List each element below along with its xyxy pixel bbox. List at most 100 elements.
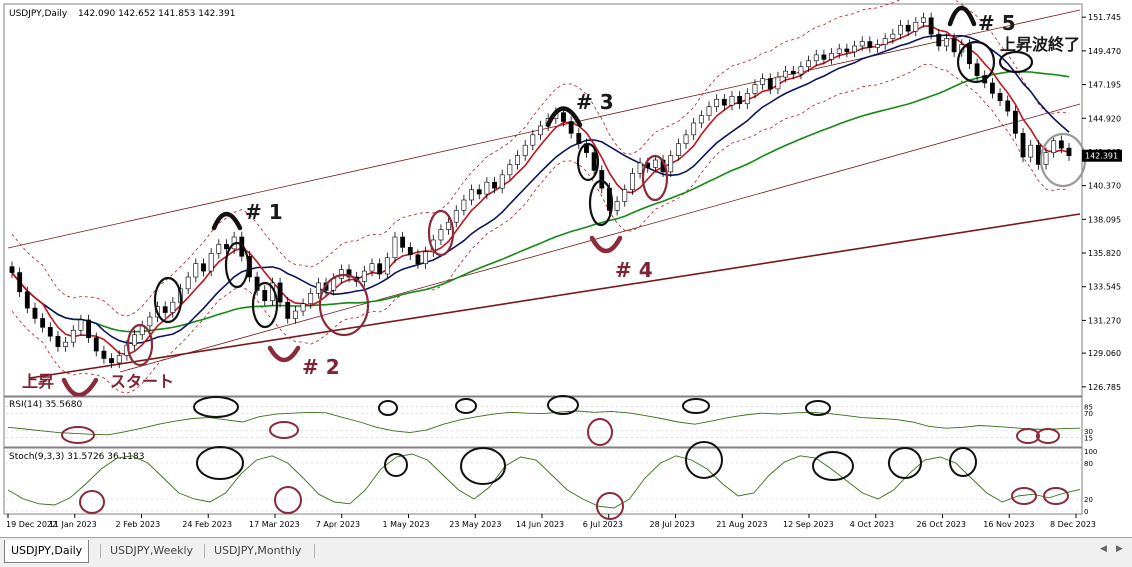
wave-3-peak-arc [545,106,583,128]
candle-body [967,44,972,65]
candle-body [859,41,865,47]
candle-body [538,125,543,136]
stoch-marker-circle [949,447,977,477]
price-axis-label: 138.095 [1088,215,1121,224]
candle-body [767,78,773,90]
candle-body [829,53,834,60]
candle-body [591,152,597,171]
rsi-panel-frame [3,396,1083,448]
candle-body [1028,144,1034,158]
candle-body [798,66,804,75]
candle-body [775,76,781,90]
date-axis-label: 4 Oct 2023 [850,520,894,529]
price-axis-label: 147.195 [1088,81,1121,90]
rsi-marker-circle [682,398,710,414]
candle-body [476,189,482,195]
candle-body [377,263,383,275]
wave-4-trough-arc [589,235,623,254]
price-axis: 151.745149.470147.195144.920142.645140.3… [1082,13,1122,392]
chart-tab-bar: USDJPY,Daily USDJPY,Weekly USDJPY,Monthl… [0,537,1132,567]
candle-body [515,155,520,165]
candle-body [63,341,69,347]
candle-body [875,44,880,48]
ohlc-header: 142.090 142.652 141.853 142.391 [78,9,235,19]
candle-body [285,301,291,319]
tab-usdjpy-daily[interactable]: USDJPY,Daily [4,540,90,563]
tab-separator [314,544,315,558]
triangle-left-icon[interactable]: ◀ [1100,544,1107,554]
date-axis-label: 1 May 2023 [383,520,430,529]
stoch-marker-circle [596,492,624,520]
candle-body [652,159,658,168]
candle-body [744,93,750,105]
candle-body [721,98,727,106]
wave-2-trough-arc [267,345,301,363]
candle-body [1051,140,1057,153]
candle-body [308,292,314,304]
candle-body [361,270,367,282]
tab-usdjpy-monthly[interactable]: USDJPY,Monthly [214,544,302,557]
date-axis-label: 17 Mar 2023 [249,520,300,529]
candle-body [974,63,980,76]
candle-body [86,319,92,339]
chart-area[interactable]: USDJPY,Daily 142.090 142.652 141.853 142… [0,0,1132,537]
candle-body [423,251,429,264]
stoch-marker-circle [384,453,408,477]
candle-body [70,330,76,343]
candle-body [216,244,222,254]
rsi-level-label: 15 [1084,434,1093,442]
candle-body [813,54,819,62]
candle-body [392,236,398,259]
triangle-right-icon[interactable]: ▶ [1116,544,1123,554]
candle-body [921,17,926,23]
candle-body [32,307,38,319]
candle-body [93,337,99,352]
rsi-marker-circle [1016,428,1040,444]
candle-body [109,358,114,364]
price-panel-frame [3,3,1083,397]
rsi-marker-circle [193,396,239,418]
rsi-level-label: 85 [1084,404,1093,412]
wave-end-label: 上昇波終了 [1000,35,1080,54]
date-axis-label: 7 Apr 2023 [316,520,360,529]
price-axis-label: 129.060 [1088,349,1121,358]
price-axis-label: 126.785 [1088,383,1121,392]
candle-body [928,17,934,35]
candle-body [760,78,766,85]
price-axis-label: 151.745 [1088,13,1121,22]
candle-body [438,229,444,241]
current-price-label: 142.391 [1085,152,1118,161]
candle-body [484,181,490,195]
candle-body [1012,110,1018,134]
candle-body [561,112,566,122]
price-axis-label: 149.470 [1088,47,1121,56]
price-axis-label: 140.370 [1088,182,1121,191]
candle-body [384,257,390,275]
rsi-marker-circle [455,398,477,414]
tab-usdjpy-weekly[interactable]: USDJPY,Weekly [110,544,194,557]
candle-body [1035,144,1041,165]
candle-body [737,96,743,105]
wave-4-label: # 4 [615,258,653,282]
wave-marker-circle [427,209,455,257]
candle-body [469,189,474,201]
wave-marker-circle [126,323,154,367]
wave-3-label: # 3 [576,90,614,114]
candle-body [47,327,53,337]
candle-body [867,41,873,48]
candle-body [162,306,168,313]
start-start-label: スタート [110,372,174,391]
wave-5-peak-arc [947,5,977,27]
candle-body [522,144,528,156]
lower-trend-line [29,213,1081,379]
candle-body [292,310,298,319]
wave-2-label: # 2 [302,355,340,379]
wave-marker-circle [318,273,370,337]
candle-body [944,38,949,47]
wave-marker-circle [956,40,996,84]
date-axis-label: 6 Jul 2023 [583,520,623,529]
stoch-marker-circle [274,486,302,514]
candle-body [614,201,620,211]
candle-body [415,254,421,264]
